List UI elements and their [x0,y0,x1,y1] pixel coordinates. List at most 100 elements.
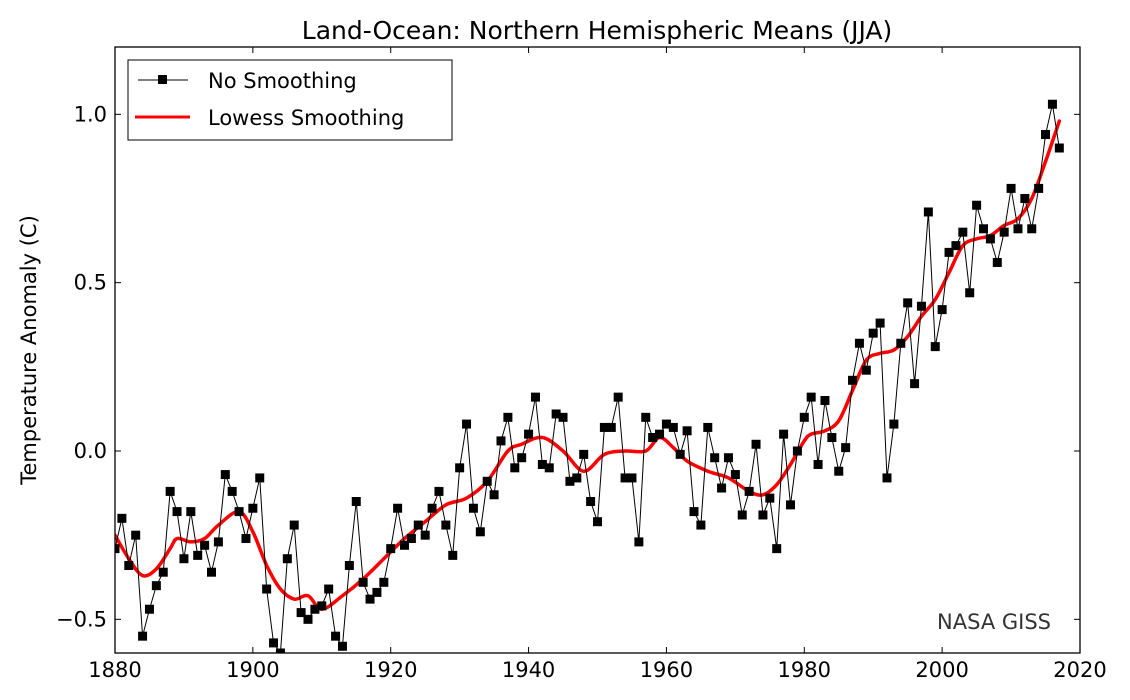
x-tick-label: 1980 [778,658,831,682]
data-point-1986 [841,443,851,453]
data-point-1950 [593,517,602,527]
data-point-1890 [179,554,189,564]
data-point-1995 [903,298,913,308]
data-point-1932 [468,503,478,513]
data-point-1970 [730,470,740,480]
x-tick-label: 1920 [364,658,417,682]
data-point-1993 [889,419,899,429]
data-point-1927 [434,486,444,496]
data-point-1962 [675,449,685,459]
data-point-1937 [503,412,513,422]
data-point-1895 [213,537,223,547]
data-point-2007 [985,234,995,244]
data-point-1921 [393,503,403,513]
data-point-1929 [448,550,458,560]
data-point-1891 [186,507,196,517]
data-point-2017 [1054,143,1064,153]
x-tick-label: 2000 [915,658,968,682]
legend: No Smoothing Lowess Smoothing [127,59,453,141]
data-point-1964 [689,507,699,517]
data-point-1898 [234,507,244,517]
data-point-1918 [372,587,382,597]
data-point-1887 [158,567,168,577]
data-point-1882 [124,560,134,570]
x-tick-label: 1900 [226,658,279,682]
data-point-1904 [275,648,285,653]
data-point-1955 [627,473,637,483]
data-point-1951 [599,422,609,432]
data-point-1912 [331,631,341,641]
data-point-1901 [255,473,265,483]
data-point-1908 [303,614,313,624]
data-point-1893 [200,540,210,550]
data-point-1983 [820,396,830,405]
data-point-2013 [1027,224,1037,234]
data-point-1880 [115,544,120,554]
data-point-1894 [207,567,216,577]
x-tick-label: 1940 [502,658,555,682]
data-point-1885 [144,604,154,614]
series-no-smoothing [115,99,1064,653]
data-point-1903 [269,638,279,648]
data-point-2009 [999,227,1009,237]
data-point-1907 [296,608,306,618]
data-point-1975 [765,493,775,503]
data-point-1976 [772,544,782,554]
data-point-2011 [1013,224,1023,234]
chart-title: Land-Ocean: Northern Hemispheric Means (… [302,16,892,45]
data-point-1934 [482,476,492,486]
data-point-1969 [723,453,733,463]
data-point-1981 [806,392,816,402]
data-point-2003 [958,227,968,237]
data-point-1923 [406,534,416,544]
data-point-1938 [510,463,520,473]
line-lowess-smoothing [115,119,1062,611]
data-point-1884 [138,631,148,641]
y-tick-label: 0.0 [74,439,107,463]
legend-marker-square [158,75,167,84]
data-point-1972 [744,486,754,496]
data-point-1909 [310,604,320,614]
data-point-1977 [779,429,789,439]
data-point-1899 [241,534,251,544]
data-point-1994 [896,338,906,348]
data-point-1980 [799,412,809,422]
data-point-1889 [172,507,182,517]
plot-frame [114,46,1081,654]
data-point-2010 [1006,183,1016,193]
data-point-1896 [220,470,230,480]
data-point-1966 [703,422,713,432]
data-point-1997 [916,301,926,311]
y-tick-label: 0.5 [74,271,107,295]
data-point-1946 [565,476,575,486]
data-point-1883 [131,530,141,540]
data-point-1906 [289,520,299,530]
data-point-1990 [868,328,878,338]
data-point-1991 [875,318,885,328]
data-point-1940 [524,429,534,439]
data-point-1987 [848,375,858,385]
data-point-1936 [496,436,506,446]
data-point-1996 [910,379,920,389]
data-point-1922 [400,540,409,550]
data-point-1988 [854,338,864,348]
data-point-1897 [227,486,237,496]
data-point-1939 [517,453,527,463]
axis-ticks [114,47,1081,653]
legend-box [127,59,453,141]
data-point-1949 [586,497,596,506]
data-point-1916 [358,577,368,587]
data-point-1911 [324,584,334,594]
data-point-1910 [317,601,327,611]
data-point-1965 [696,520,706,530]
data-point-1914 [344,560,354,570]
data-point-1886 [151,581,161,591]
data-point-1973 [751,439,761,449]
data-point-1957 [641,412,651,422]
data-point-1943 [544,463,554,473]
data-point-1902 [262,584,272,594]
data-point-2016 [1047,99,1057,109]
data-point-1974 [758,510,768,520]
data-point-2002 [951,241,961,251]
x-tick-label: 2020 [1053,658,1106,682]
